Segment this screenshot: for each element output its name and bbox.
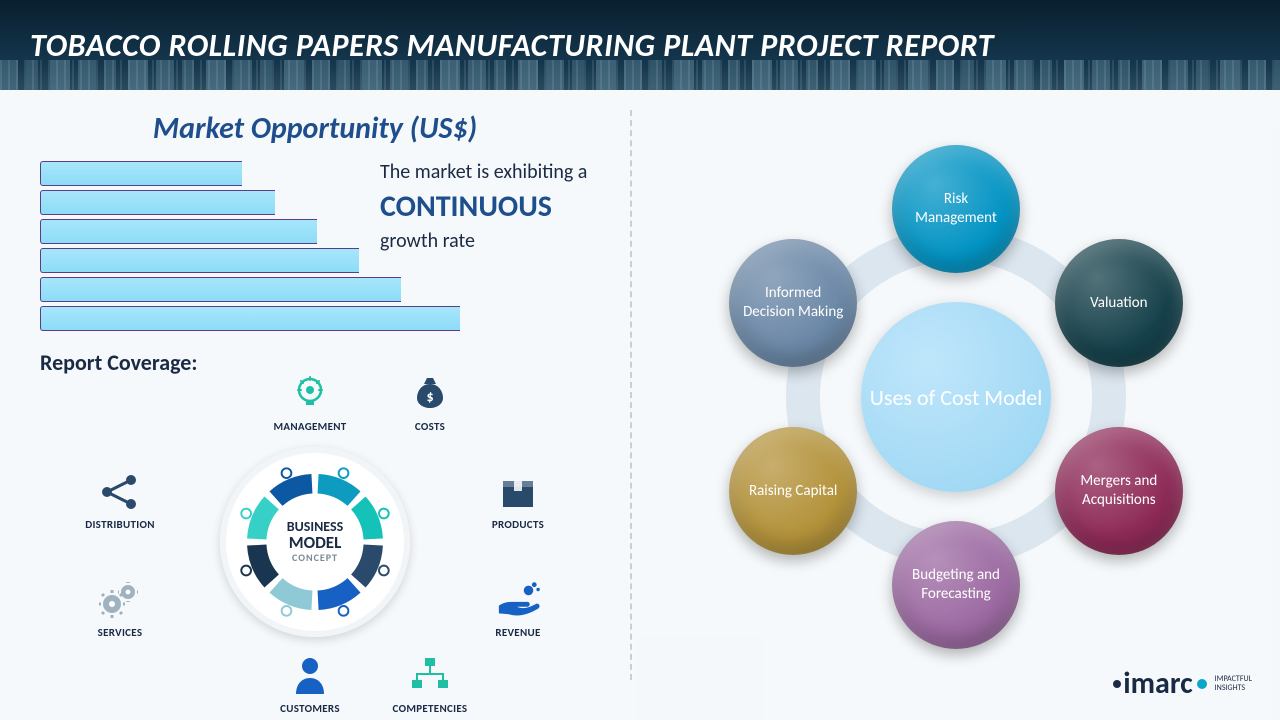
cost-orb-raising-capital: Raising Capital: [729, 427, 857, 555]
gears-icon: [98, 578, 142, 622]
cost-orb-mergers-and-acquisitions: Mergers and Acquisitions: [1055, 427, 1183, 555]
content-area: Market Opportunity (US$) The market is e…: [0, 90, 1280, 720]
moneybag-icon: $: [408, 372, 452, 416]
node-label: DISTRIBUTION: [65, 518, 175, 531]
left-panel: Market Opportunity (US$) The market is e…: [0, 90, 630, 720]
growth-line3: growth rate: [380, 229, 610, 253]
tag2: INSIGHTS: [1215, 684, 1252, 693]
brand-logo: imarc IMPACTFUL INSIGHTS: [1113, 665, 1252, 702]
cost-model-wheel: Uses of Cost Model Risk Management Valuat…: [696, 137, 1216, 657]
page-title: TOBACCO ROLLING PAPERS MANUFACTURING PLA…: [30, 26, 994, 65]
node-label: COSTS: [375, 420, 485, 433]
cost-orb-risk-management: Risk Management: [892, 145, 1020, 273]
business-model-diagram: BUSINESS MODEL CONCEPT MANAGEMENT $ COSTS P…: [55, 382, 575, 702]
logo-text: imarc: [1123, 665, 1192, 702]
wheel-hub: Uses of Cost Model: [861, 302, 1051, 492]
coverage-node-revenue: REVENUE: [463, 578, 573, 639]
share-icon: [98, 470, 142, 514]
node-label: COMPETENCIES: [375, 702, 485, 715]
coverage-node-distribution: DISTRIBUTION: [65, 470, 175, 531]
business-model-ring: [234, 461, 396, 623]
node-label: CUSTOMERS: [255, 702, 365, 715]
box-icon: [496, 470, 540, 514]
right-panel: Uses of Cost Model Risk Management Valuat…: [632, 90, 1280, 720]
node-label: SERVICES: [65, 626, 175, 639]
coverage-node-competencies: COMPETENCIES: [375, 654, 485, 715]
node-label: PRODUCTS: [463, 518, 573, 531]
market-title: Market Opportunity (US$): [40, 110, 590, 147]
logo-tagline: IMPACTFUL INSIGHTS: [1215, 675, 1252, 693]
bar: [40, 306, 460, 331]
header-banner: TOBACCO ROLLING PAPERS MANUFACTURING PLA…: [0, 0, 1280, 90]
cost-orb-valuation: Valuation: [1055, 239, 1183, 367]
bar: [40, 248, 359, 273]
coverage-node-customers: CUSTOMERS: [255, 654, 365, 715]
skyline-decoration: [0, 60, 1280, 90]
bulb-icon: [288, 372, 332, 416]
logo-dot-icon: [1113, 680, 1121, 688]
growth-text: The market is exhibiting a CONTINUOUS gr…: [380, 160, 610, 253]
hand-icon: [496, 578, 540, 622]
growth-line2: CONTINUOUS: [380, 188, 610, 225]
bar: [40, 277, 401, 302]
coverage-node-management: MANAGEMENT: [255, 372, 365, 433]
cost-orb-budgeting-and-forecasting: Budgeting and Forecasting: [892, 521, 1020, 649]
bar: [40, 219, 317, 244]
business-model-center: BUSINESS MODEL CONCEPT: [220, 447, 410, 637]
coverage-node-products: PRODUCTS: [463, 470, 573, 531]
node-label: MANAGEMENT: [255, 420, 365, 433]
bar: [40, 161, 242, 186]
bar: [40, 190, 275, 215]
node-label: REVENUE: [463, 626, 573, 639]
coverage-node-costs: $ COSTS: [375, 372, 485, 433]
growth-line1: The market is exhibiting a: [380, 160, 610, 184]
person-icon: [288, 654, 332, 698]
hub-label: Uses of Cost Model: [870, 384, 1043, 411]
svg-text:$: $: [426, 388, 433, 405]
cost-orb-informed-decision-making: Informed Decision Making: [729, 239, 857, 367]
coverage-node-services: SERVICES: [65, 578, 175, 639]
org-icon: [408, 654, 452, 698]
logo-dot2-icon: [1197, 679, 1207, 689]
